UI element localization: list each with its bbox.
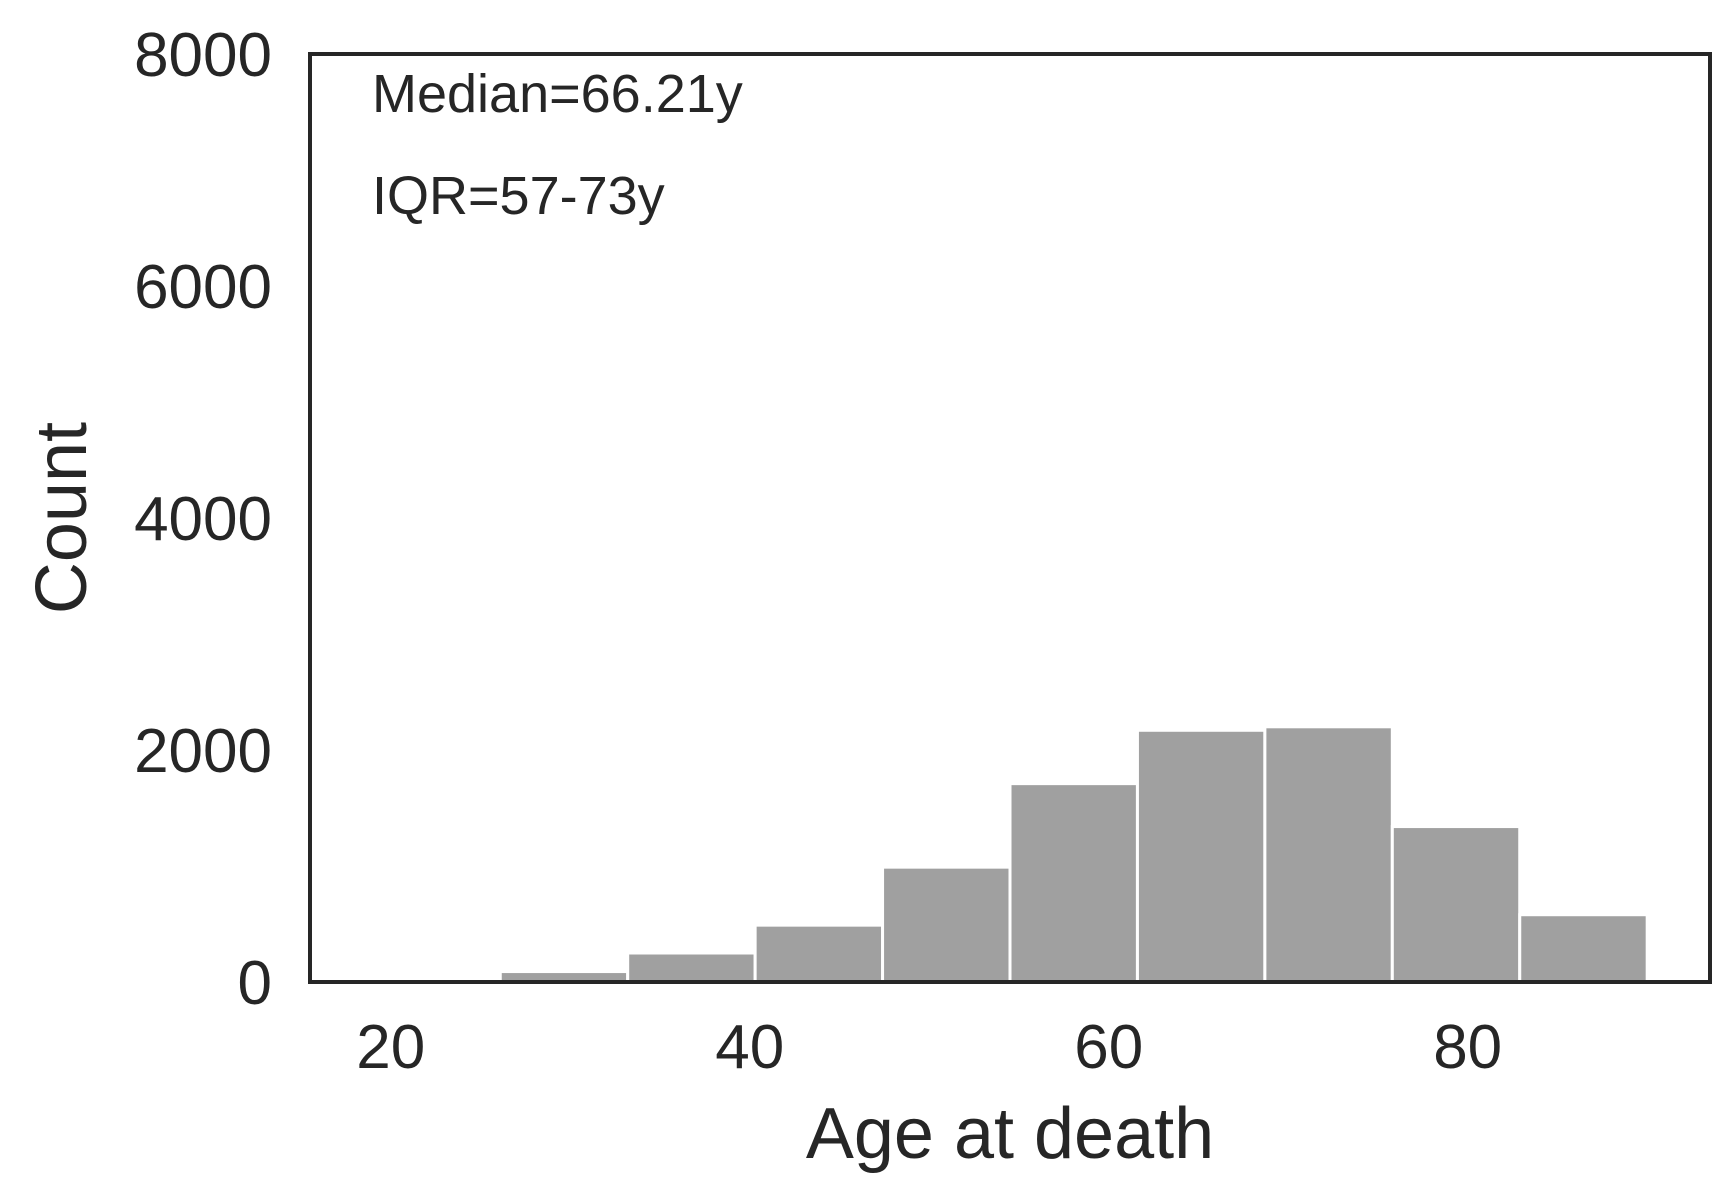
- y-tick-label: 6000: [134, 253, 272, 322]
- y-tick-labels: 0 2000 4000 6000 8000: [134, 21, 272, 1018]
- x-tick-labels: 20 40 60 80: [356, 1013, 1502, 1082]
- y-tick-label: 0: [238, 949, 272, 1018]
- x-tick-label: 20: [356, 1013, 425, 1082]
- histogram-bar-6: [1135, 728, 1267, 984]
- y-tick-label: 8000: [134, 21, 272, 90]
- histogram-bar-2: [626, 951, 757, 984]
- histogram-bar-3: [753, 923, 885, 984]
- histogram-bar-7: [1263, 725, 1394, 984]
- histogram-bar-9: [1518, 913, 1649, 984]
- plot-frame: [308, 52, 1712, 984]
- y-tick-label: 2000: [134, 717, 272, 786]
- x-tick-label: 80: [1433, 1013, 1502, 1082]
- histogram-bar-5: [1008, 782, 1139, 984]
- median-annotation: Median=66.21y: [372, 64, 743, 124]
- iqr-annotation: IQR=57-73y: [372, 166, 665, 226]
- bars-group: [371, 725, 1649, 984]
- histogram-bar-4: [881, 865, 1012, 984]
- y-axis-label: Count: [22, 422, 102, 614]
- x-tick-label: 60: [1074, 1013, 1143, 1082]
- x-axis-label: Age at death: [806, 1094, 1214, 1174]
- y-tick-label: 4000: [134, 485, 272, 554]
- x-tick-label: 40: [715, 1013, 784, 1082]
- histogram-bar-8: [1390, 825, 1522, 984]
